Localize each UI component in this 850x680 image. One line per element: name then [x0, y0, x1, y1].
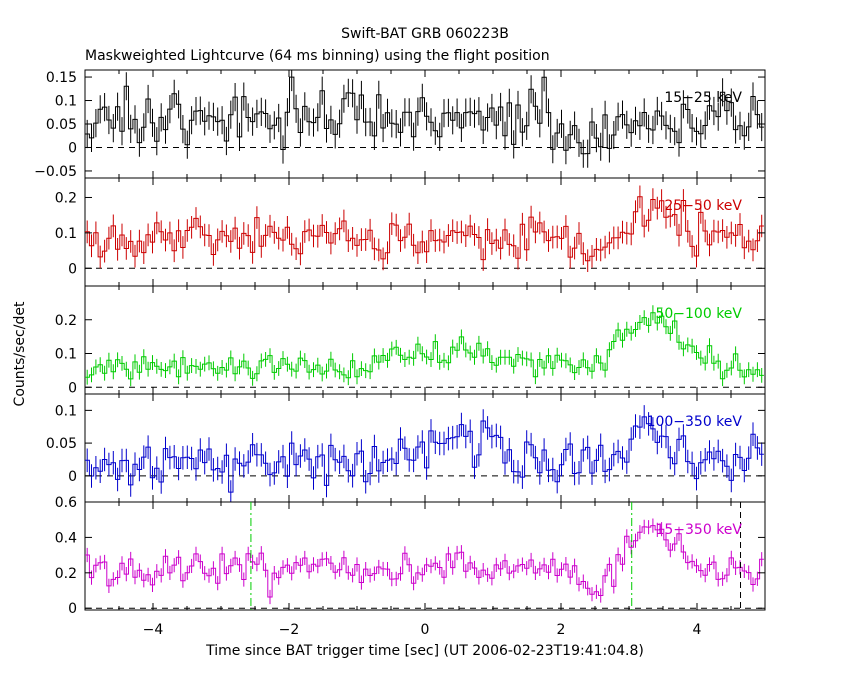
- x-tick-label: 2: [557, 622, 566, 638]
- x-tick-label: 4: [693, 622, 702, 638]
- panels-group: −0.05 0 0.05 0.1 0.15 15−25 keV 0 0.1 0.2 25−50 k…: [34, 69, 766, 638]
- y-tick-label: 0.2: [55, 190, 77, 206]
- series-line: [85, 312, 764, 380]
- y-tick-label: 0.1: [55, 347, 77, 363]
- y-tick-label: 0.15: [46, 70, 77, 86]
- error-bars: [86, 70, 763, 168]
- band-label: 25−50 keV: [664, 198, 742, 214]
- x-tick-label: −4: [143, 622, 164, 638]
- panel-3: 0 0.05 0.1 100−350 keV: [46, 393, 766, 503]
- panel-frame: [84, 69, 766, 179]
- band-label: 100−350 keV: [647, 414, 743, 430]
- y-tick-label: 0.1: [55, 226, 77, 242]
- x-axis-label: Time since BAT trigger time [sec] (UT 20…: [205, 643, 644, 659]
- y-tick-label: 0.2: [55, 566, 77, 582]
- y-tick-label: 0: [68, 140, 77, 156]
- band-label: 15−25 keV: [664, 90, 742, 106]
- y-tick-label: 0.05: [46, 436, 77, 452]
- x-tick-label: 0: [421, 622, 430, 638]
- y-tick-label: 0: [68, 469, 77, 485]
- series-line: [85, 416, 764, 493]
- y-tick-label: 0.4: [55, 530, 77, 546]
- y-tick-label: 0.2: [55, 313, 77, 329]
- y-tick-label: −0.05: [34, 164, 77, 180]
- panel-4: 0 0.2 0.4 0.6 15−350 keV: [55, 495, 766, 617]
- series-line: [85, 76, 764, 155]
- y-tick-label: 0: [68, 380, 77, 396]
- x-tick-label: −2: [279, 622, 300, 638]
- chart-title: Swift-BAT GRB 060223B: [341, 26, 509, 42]
- panel-frame: [84, 501, 766, 611]
- panel-0: −0.05 0 0.05 0.1 0.15 15−25 keV: [34, 69, 766, 180]
- panel-1: 0 0.1 0.2 25−50 keV: [55, 177, 766, 287]
- y-tick-label: 0: [68, 261, 77, 277]
- panel-2: 0 0.1 0.2 50−100 keV: [55, 285, 766, 396]
- y-axis-label: Counts/sec/det: [12, 301, 28, 406]
- error-bars: [86, 185, 763, 272]
- series-line: [85, 196, 764, 262]
- series-line: [85, 525, 764, 598]
- band-label: 15−350 keV: [655, 522, 742, 538]
- band-label: 50−100 keV: [655, 306, 742, 322]
- chart-subtitle: Maskweighted Lightcurve (64 ms binning) …: [85, 48, 550, 64]
- y-tick-label: 0.05: [46, 117, 77, 133]
- y-tick-label: 0: [68, 601, 77, 617]
- y-tick-label: 0.1: [55, 94, 77, 110]
- y-tick-label: 0.6: [55, 495, 77, 511]
- y-tick-label: 0.1: [55, 403, 77, 419]
